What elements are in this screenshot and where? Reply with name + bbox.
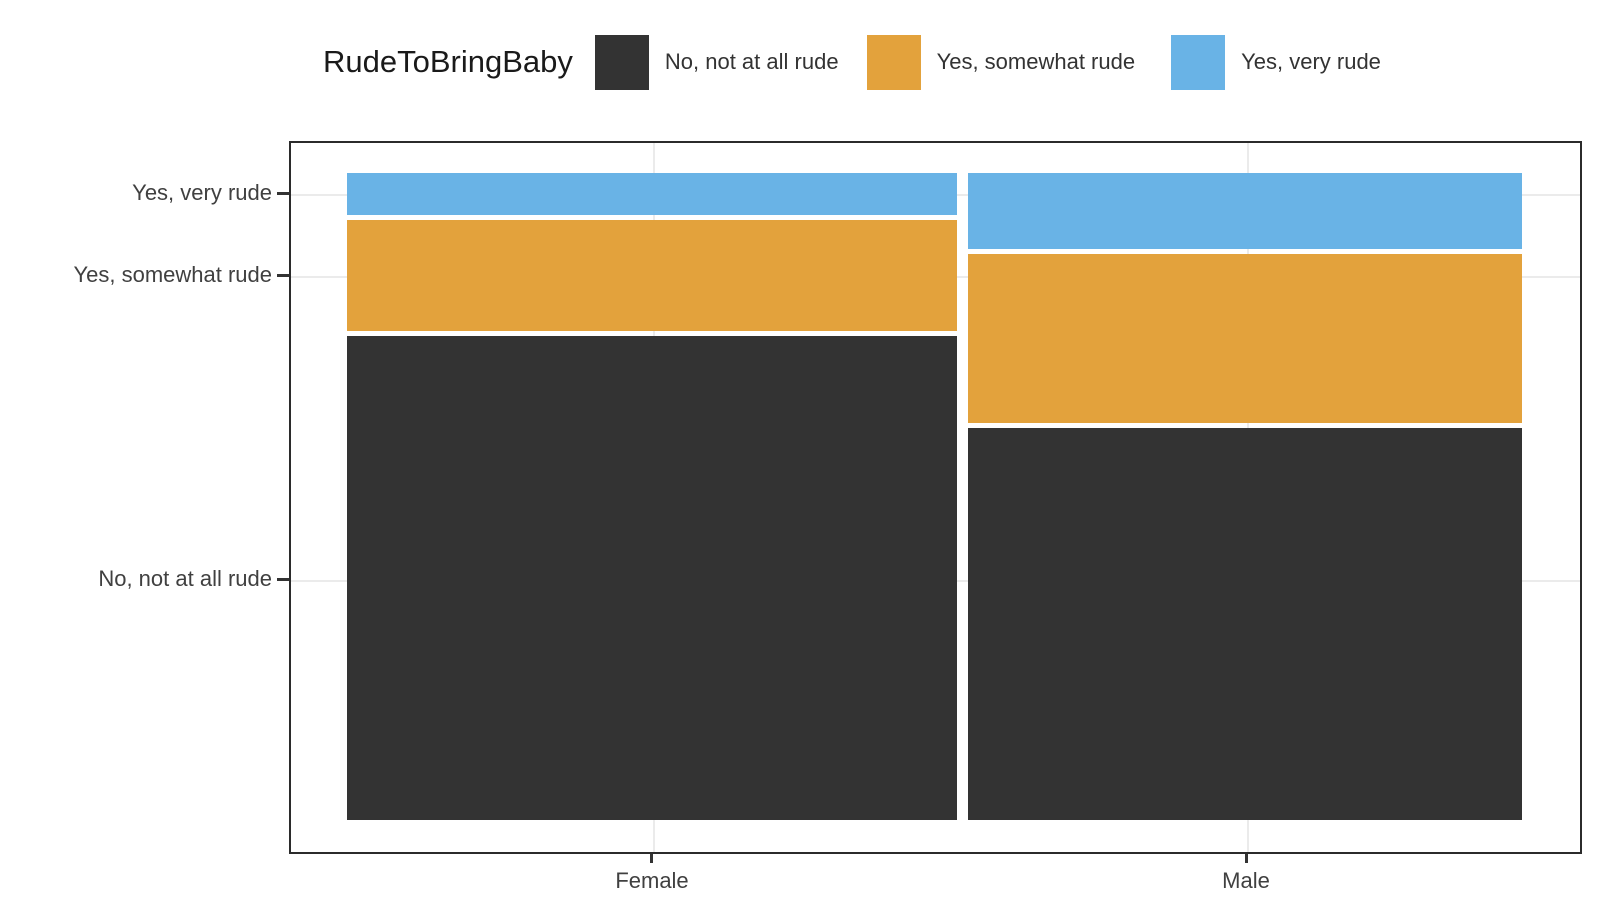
mosaic-segment-female-yes-very-rude: [347, 173, 957, 216]
y-tick-no-not-at-all-rude: [277, 578, 289, 581]
legend-label: Yes, very rude: [1241, 49, 1381, 74]
mosaic-segment-male-yes-somewhat-rude: [967, 254, 1522, 423]
mosaic-segment-female-yes-somewhat-rude: [347, 220, 957, 331]
y-axis-label-yes-very-rude: Yes, very rude: [132, 180, 272, 205]
plot-panel: [289, 141, 1582, 854]
y-tick-yes-somewhat-rude: [277, 274, 289, 277]
legend: RudeToBringBaby No, not at all rude Yes,…: [323, 33, 1381, 91]
x-axis-label-female: Female: [615, 868, 689, 893]
mosaic-segment-female-no-not-at-all-rude: [347, 335, 957, 820]
x-axis-label-male: Male: [1222, 868, 1270, 893]
legend-title: RudeToBringBaby: [323, 44, 573, 79]
legend-swatch-no-not-at-all-rude: [594, 34, 649, 90]
legend-item-no-not-at-all-rude: No, not at all rude: [594, 34, 867, 90]
y-tick-yes-very-rude: [277, 192, 289, 195]
mosaic-columns: [291, 143, 1580, 852]
legend-swatch-yes-somewhat-rude: [866, 34, 921, 90]
y-axis-label-no-not-at-all-rude: No, not at all rude: [98, 566, 272, 591]
legend-item-yes-somewhat-rude: Yes, somewhat rude: [866, 34, 1172, 90]
x-tick-female: [650, 854, 653, 863]
legend-item-yes-very-rude: Yes, very rude: [1171, 34, 1381, 90]
y-axis-label-yes-somewhat-rude: Yes, somewhat rude: [73, 262, 272, 287]
x-tick-male: [1245, 854, 1248, 863]
legend-label: Yes, somewhat rude: [936, 49, 1136, 74]
mosaic-segment-male-no-not-at-all-rude: [967, 427, 1522, 820]
mosaic-segment-male-yes-very-rude: [967, 173, 1522, 250]
legend-label: No, not at all rude: [664, 49, 839, 74]
legend-swatch-yes-very-rude: [1171, 34, 1226, 90]
